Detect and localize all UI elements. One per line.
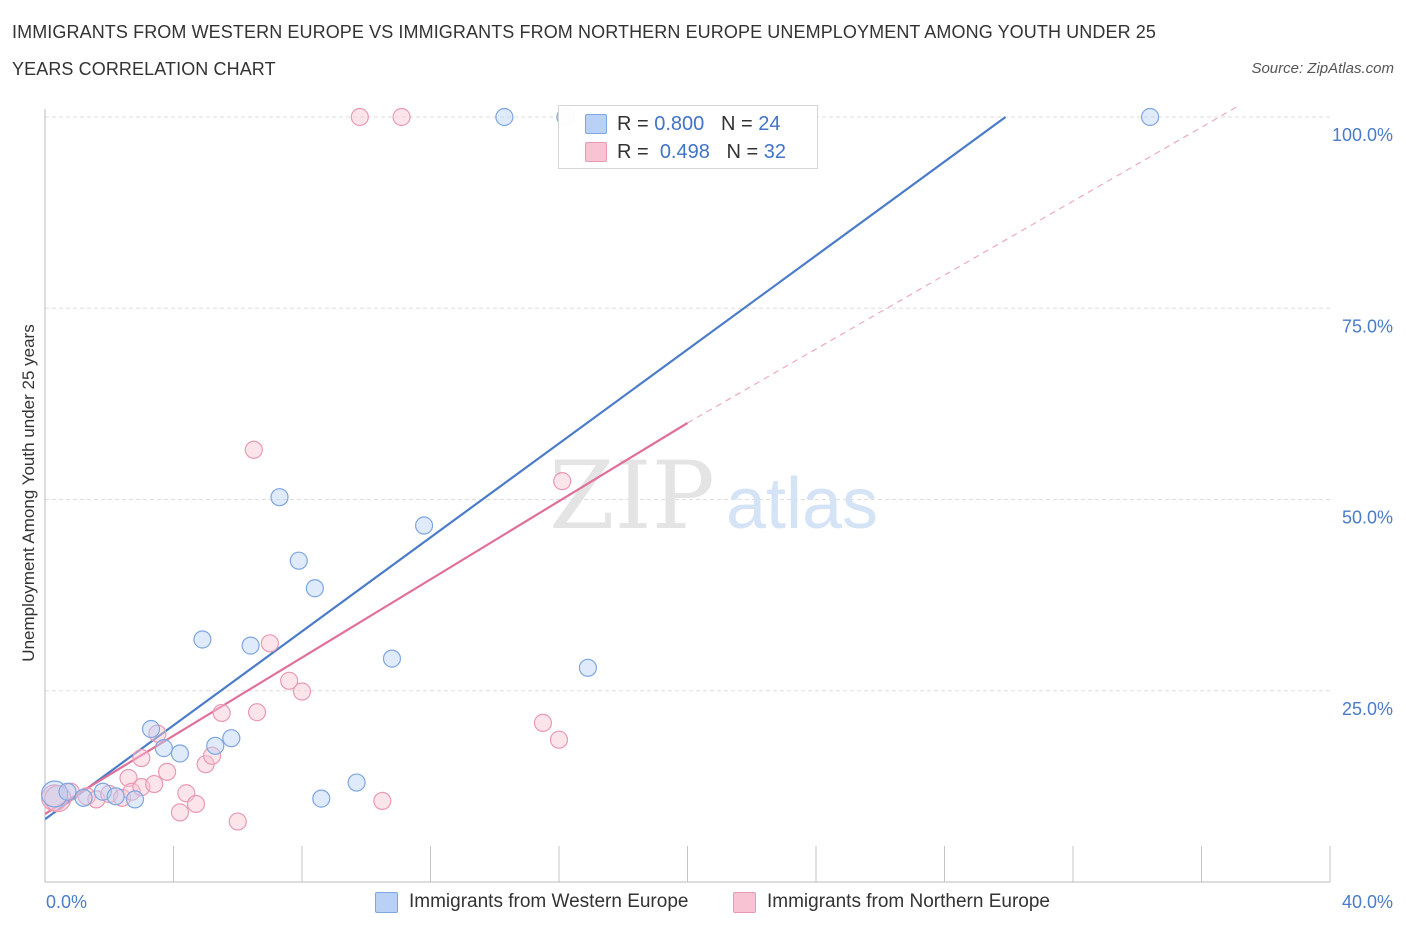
r-label: R = <box>617 140 655 163</box>
point-western <box>289 551 308 570</box>
legend-swatch-blue <box>375 891 398 913</box>
point-northern <box>119 768 138 788</box>
n-value-northern: 32 <box>763 140 787 163</box>
point-northern <box>260 634 279 653</box>
point-western <box>41 780 69 808</box>
source-label: Source: ZipAtlas.com <box>1251 60 1394 77</box>
x-tick-label-min: 0.0% <box>46 892 87 912</box>
legend-item-northern[interactable]: Immigrants from Northern Europe <box>733 890 1050 914</box>
point-northern <box>132 748 151 768</box>
point-western <box>106 787 125 806</box>
point-western <box>270 488 289 507</box>
point-western <box>382 649 402 668</box>
point-western <box>305 579 324 598</box>
y-tick-label: 50.0% <box>1342 508 1393 528</box>
point-northern <box>44 785 72 813</box>
point-northern <box>350 107 369 127</box>
point-western <box>206 736 225 755</box>
point-western <box>141 719 161 739</box>
correlation-legend: R = 0.800 N = 24 R = 0.498 N = 32 <box>558 105 818 169</box>
legend-swatch-blue <box>585 114 607 134</box>
chart-title: IMMIGRANTS FROM WESTERN EUROPE VS IMMIGR… <box>12 22 1156 79</box>
point-northern <box>292 682 312 701</box>
y-tick-label: 25.0% <box>1342 699 1393 719</box>
point-northern <box>373 791 392 811</box>
y-tick-label: 100.0% <box>1332 125 1393 145</box>
point-northern <box>244 440 263 459</box>
point-northern <box>553 472 572 491</box>
axes <box>44 109 1331 883</box>
data-points <box>41 107 1160 831</box>
n-value-western: 24 <box>758 112 781 135</box>
legend-label-northern: Immigrants from Northern Europe <box>767 891 1050 912</box>
point-western <box>495 107 514 127</box>
trend-lines <box>45 107 1238 821</box>
legend-swatch-pink <box>733 891 756 913</box>
r-value-northern: 0.498 <box>659 140 710 163</box>
watermark-atlas: atlas <box>726 464 878 544</box>
point-western <box>193 630 212 649</box>
x-tick-label-max: 40.0% <box>1342 892 1393 912</box>
legend-item-western[interactable]: Immigrants from Western Europe <box>375 890 688 914</box>
trend-line-western <box>45 116 1007 821</box>
point-northern <box>202 746 222 765</box>
legend-label-western: Immigrants from Western Europe <box>409 891 689 912</box>
watermark-zip: ZIP <box>549 442 715 551</box>
point-western <box>414 516 434 535</box>
point-northern <box>157 762 177 781</box>
gridlines <box>45 116 1330 692</box>
point-northern <box>228 812 247 831</box>
point-western <box>1140 107 1160 127</box>
point-northern <box>212 703 231 723</box>
point-western <box>347 773 366 792</box>
trend-line-northern-extension <box>687 107 1238 424</box>
legend-row-northern: R = 0.498 N = 32 <box>585 139 786 165</box>
point-western <box>312 789 331 808</box>
point-northern <box>186 794 206 814</box>
legend-swatch-pink <box>585 142 607 162</box>
point-western <box>222 729 241 748</box>
r-value-western: 0.800 <box>654 112 705 135</box>
point-western <box>241 636 260 655</box>
point-northern <box>145 774 164 794</box>
watermark: ZIP atlas <box>549 442 878 551</box>
point-northern <box>280 671 299 690</box>
n-label: N = <box>720 112 759 135</box>
point-western <box>58 782 77 801</box>
n-label: N = <box>726 140 764 163</box>
point-northern <box>549 730 569 749</box>
point-western <box>154 739 173 758</box>
point-northern <box>247 703 267 722</box>
tick-labels: 100.0% 75.0% 50.0% 25.0% 0.0% 40.0% <box>46 125 1393 912</box>
y-tick-label: 75.0% <box>1342 316 1393 336</box>
legend-row-western: R = 0.800 N = 24 <box>585 111 780 137</box>
point-northern <box>533 713 553 732</box>
point-northern <box>170 803 190 822</box>
point-western <box>170 744 190 763</box>
point-western <box>125 790 145 809</box>
point-northern <box>392 107 411 127</box>
point-western <box>578 658 598 677</box>
point-western <box>74 788 93 807</box>
trend-line-northern <box>45 422 689 815</box>
r-label: R = <box>617 112 655 135</box>
